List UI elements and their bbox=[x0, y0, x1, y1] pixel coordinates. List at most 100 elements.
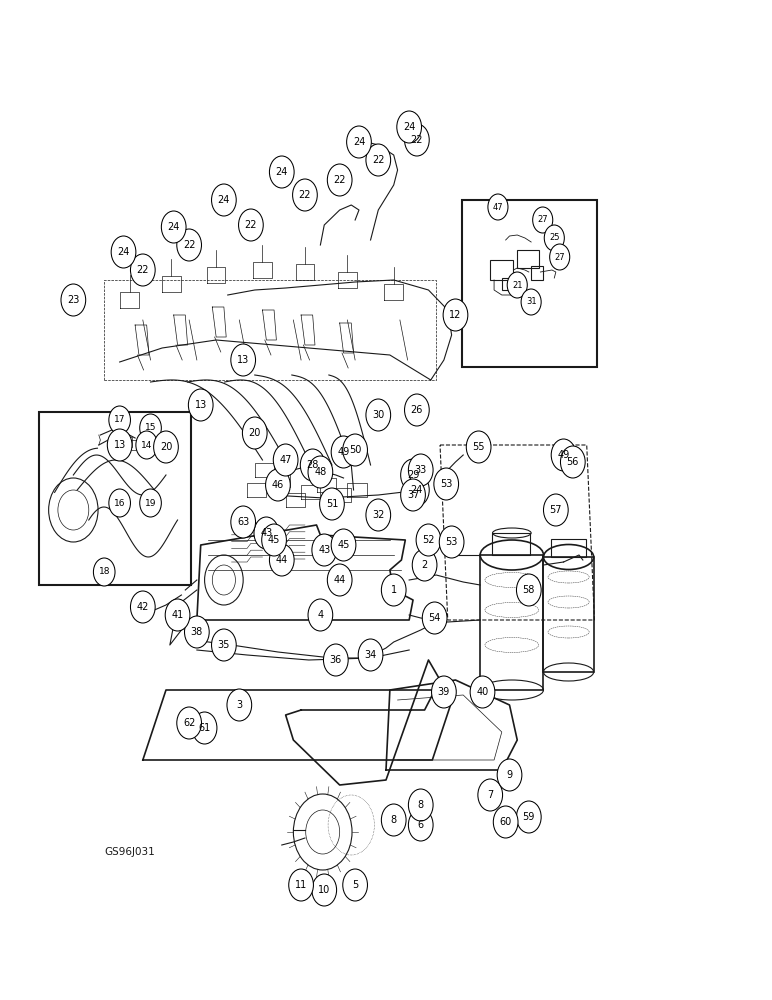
Circle shape bbox=[550, 244, 570, 270]
Circle shape bbox=[107, 429, 132, 461]
Text: 21: 21 bbox=[512, 280, 523, 290]
Text: 24: 24 bbox=[117, 247, 130, 257]
Text: 22: 22 bbox=[334, 175, 346, 185]
Text: 34: 34 bbox=[364, 650, 377, 660]
Circle shape bbox=[300, 449, 325, 481]
Text: 20: 20 bbox=[249, 428, 261, 438]
Bar bbox=[502, 278, 513, 290]
Text: 10: 10 bbox=[318, 885, 330, 895]
Circle shape bbox=[192, 712, 217, 744]
Circle shape bbox=[516, 801, 541, 833]
Text: 55: 55 bbox=[472, 442, 485, 452]
Circle shape bbox=[521, 289, 541, 315]
Text: 51: 51 bbox=[326, 499, 338, 509]
Circle shape bbox=[254, 517, 279, 549]
Circle shape bbox=[130, 591, 155, 623]
Circle shape bbox=[212, 629, 236, 661]
Circle shape bbox=[493, 806, 518, 838]
Circle shape bbox=[262, 524, 286, 556]
Bar bbox=[130, 440, 140, 450]
Circle shape bbox=[231, 506, 256, 538]
Circle shape bbox=[432, 676, 456, 708]
Text: 5: 5 bbox=[352, 880, 358, 890]
Circle shape bbox=[273, 444, 298, 476]
Circle shape bbox=[327, 164, 352, 196]
Circle shape bbox=[408, 809, 433, 841]
Text: 13: 13 bbox=[113, 440, 126, 450]
Text: 15: 15 bbox=[145, 424, 156, 432]
Text: 27: 27 bbox=[554, 252, 565, 261]
Circle shape bbox=[343, 869, 367, 901]
Circle shape bbox=[109, 489, 130, 517]
Circle shape bbox=[543, 494, 568, 526]
Text: 47: 47 bbox=[493, 202, 503, 212]
Text: 22: 22 bbox=[372, 155, 384, 165]
Text: 25: 25 bbox=[549, 233, 560, 242]
Circle shape bbox=[443, 299, 468, 331]
Text: GS96J031: GS96J031 bbox=[104, 847, 155, 857]
Text: 50: 50 bbox=[349, 445, 361, 455]
Circle shape bbox=[358, 639, 383, 671]
Circle shape bbox=[507, 272, 527, 298]
Text: 44: 44 bbox=[276, 555, 288, 565]
Text: 18: 18 bbox=[99, 568, 110, 576]
Circle shape bbox=[231, 344, 256, 376]
Circle shape bbox=[327, 564, 352, 596]
Circle shape bbox=[434, 468, 459, 500]
Circle shape bbox=[366, 399, 391, 431]
Circle shape bbox=[165, 599, 190, 631]
Text: 22: 22 bbox=[183, 240, 195, 250]
Circle shape bbox=[366, 499, 391, 531]
Circle shape bbox=[405, 474, 429, 506]
Text: 19: 19 bbox=[145, 498, 156, 508]
Text: 36: 36 bbox=[330, 655, 342, 665]
Text: 44: 44 bbox=[334, 575, 346, 585]
Bar bbox=[462, 200, 597, 367]
Circle shape bbox=[109, 406, 130, 434]
Text: 12: 12 bbox=[449, 310, 462, 320]
Text: 45: 45 bbox=[337, 540, 350, 550]
Bar bbox=[123, 437, 132, 447]
Text: 53: 53 bbox=[445, 537, 458, 547]
Circle shape bbox=[470, 676, 495, 708]
Text: 49: 49 bbox=[337, 447, 350, 457]
Text: 24: 24 bbox=[218, 195, 230, 205]
Circle shape bbox=[366, 144, 391, 176]
Circle shape bbox=[140, 414, 161, 442]
Circle shape bbox=[177, 229, 201, 261]
Circle shape bbox=[516, 574, 541, 606]
Text: 22: 22 bbox=[411, 135, 423, 145]
Circle shape bbox=[111, 236, 136, 268]
Circle shape bbox=[397, 111, 422, 143]
Text: 17: 17 bbox=[114, 416, 125, 424]
Circle shape bbox=[478, 779, 503, 811]
Bar bbox=[531, 266, 543, 280]
Circle shape bbox=[381, 574, 406, 606]
Text: 9: 9 bbox=[506, 770, 513, 780]
Circle shape bbox=[560, 446, 585, 478]
Text: 8: 8 bbox=[391, 815, 397, 825]
Text: 41: 41 bbox=[171, 610, 184, 620]
Bar bbox=[551, 539, 586, 557]
Circle shape bbox=[533, 207, 553, 233]
Circle shape bbox=[293, 179, 317, 211]
Circle shape bbox=[269, 544, 294, 576]
Circle shape bbox=[347, 126, 371, 158]
Circle shape bbox=[320, 488, 344, 520]
Text: 61: 61 bbox=[198, 723, 211, 733]
Text: 7: 7 bbox=[487, 790, 493, 800]
Circle shape bbox=[551, 439, 576, 471]
Text: 11: 11 bbox=[295, 880, 307, 890]
Circle shape bbox=[312, 534, 337, 566]
Text: 1: 1 bbox=[391, 585, 397, 595]
Circle shape bbox=[323, 644, 348, 676]
Text: 20: 20 bbox=[160, 442, 172, 452]
Bar bbox=[543, 557, 594, 672]
Circle shape bbox=[544, 225, 564, 251]
Circle shape bbox=[488, 194, 508, 220]
Circle shape bbox=[466, 431, 491, 463]
Text: 54: 54 bbox=[428, 613, 441, 623]
Text: 31: 31 bbox=[526, 298, 537, 306]
Text: 56: 56 bbox=[567, 457, 579, 467]
Text: 4: 4 bbox=[317, 610, 323, 620]
